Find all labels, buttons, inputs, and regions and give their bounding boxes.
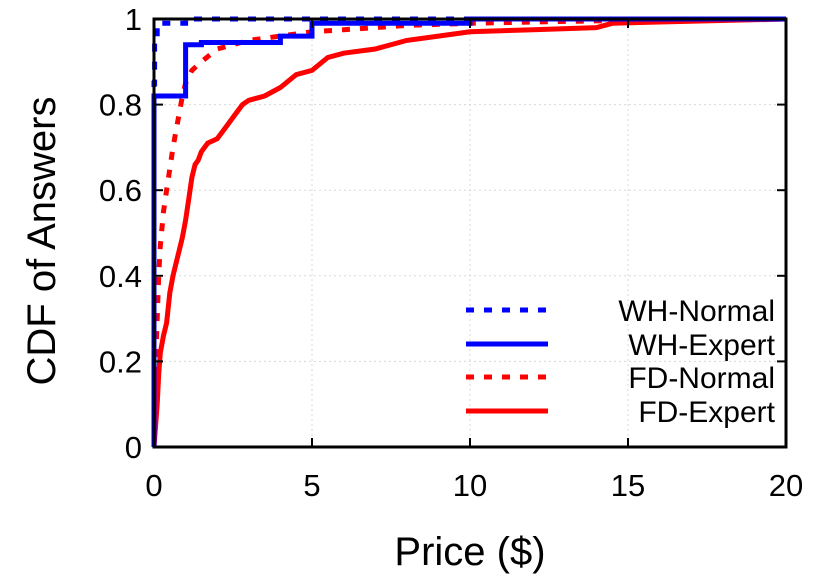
y-tick-label: 0.2 bbox=[99, 344, 142, 379]
x-tick-label: 20 bbox=[769, 468, 803, 503]
x-tick-label: 10 bbox=[453, 468, 487, 503]
series-line-fd-normal bbox=[151, 16, 787, 448]
x-tick-label: 0 bbox=[145, 468, 162, 503]
legend-label: WH-Expert bbox=[628, 329, 775, 362]
x-axis-label: Price ($) bbox=[394, 530, 545, 574]
y-tick-label: 0.6 bbox=[99, 173, 142, 208]
legend-label: FD-Normal bbox=[628, 362, 775, 395]
legend-label: FD-Expert bbox=[638, 396, 775, 429]
series-line-wh-expert bbox=[151, 16, 786, 447]
y-tick-label: 0.4 bbox=[99, 259, 142, 294]
y-tick-labels: 0 0.2 0.4 0.6 0.8 1 bbox=[99, 2, 142, 465]
series-line-fd-expert bbox=[151, 16, 787, 448]
y-tick-label: 0 bbox=[125, 430, 142, 465]
legend-label: WH-Normal bbox=[618, 295, 775, 328]
axis-ticks bbox=[153, 18, 787, 448]
y-tick-label: 0.8 bbox=[99, 88, 142, 123]
x-tick-label: 5 bbox=[303, 468, 320, 503]
y-tick-label: 1 bbox=[125, 2, 142, 37]
x-tick-labels: 0 5 10 15 20 bbox=[145, 468, 803, 503]
y-axis-label: CDF of Answers bbox=[20, 97, 64, 386]
x-tick-label: 15 bbox=[611, 468, 645, 503]
